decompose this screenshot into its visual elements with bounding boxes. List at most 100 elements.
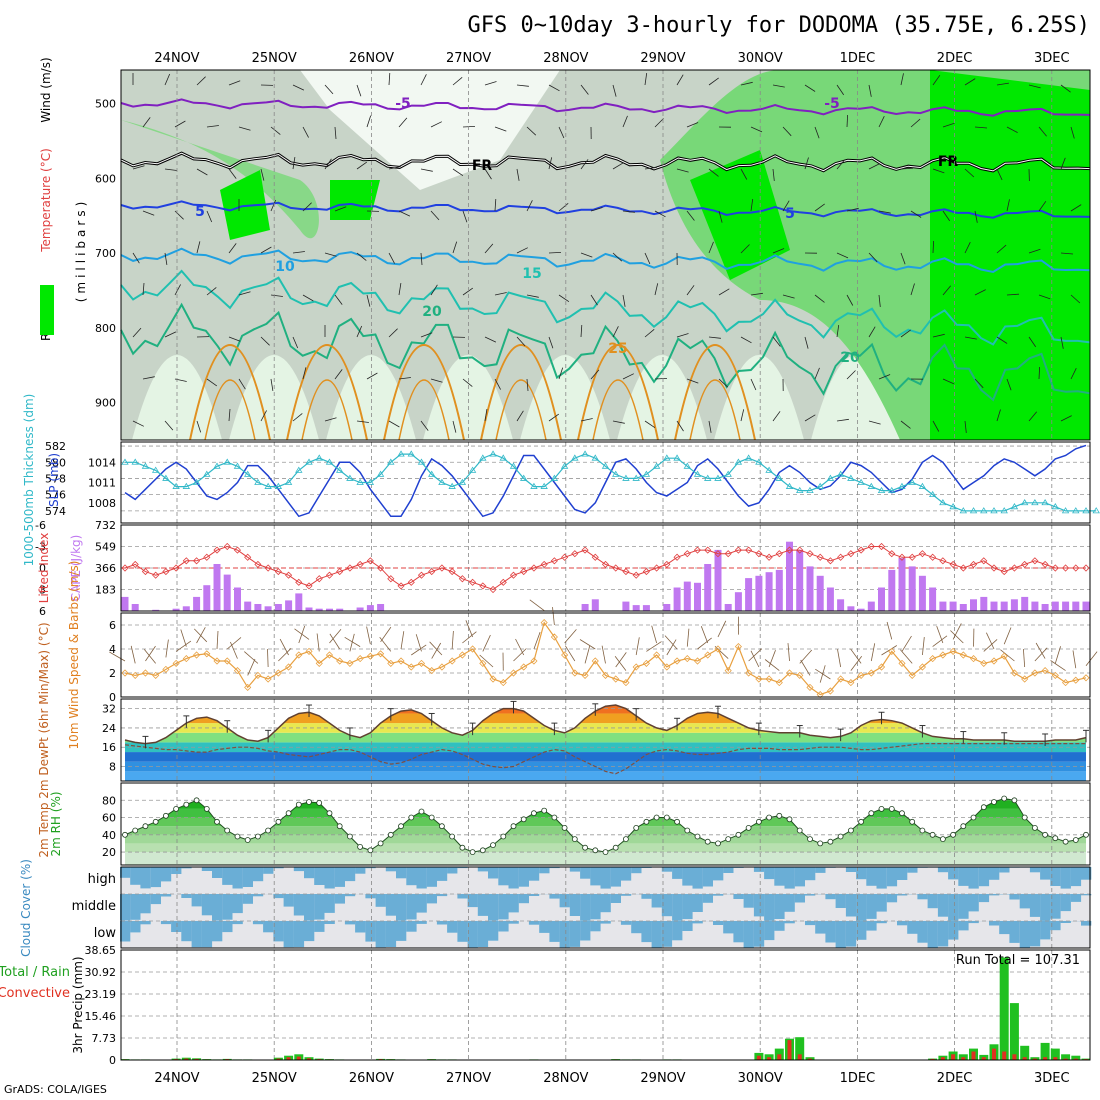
date-label-top: 30NOV: [738, 51, 783, 66]
thickness-point: [1020, 498, 1029, 506]
wind-barb: [494, 378, 501, 390]
cloud-block: [160, 894, 172, 897]
cloud-block: [283, 894, 294, 907]
thickness-point: [1082, 507, 1090, 514]
precip-conv-bar: [1043, 1057, 1048, 1060]
rh-point: [1072, 837, 1079, 843]
y-tick-label: 6: [109, 619, 116, 632]
cloud-block: [457, 867, 468, 869]
thickness-point: [540, 482, 548, 489]
wind-barb: [804, 157, 809, 170]
cloud-block: [273, 921, 284, 942]
wind-barb-10m: [697, 637, 712, 650]
wind-barb: [526, 294, 539, 298]
cloud-block: [661, 867, 673, 872]
temp-band: [125, 752, 1086, 762]
li-point: [295, 578, 303, 586]
wind-barb: [814, 294, 825, 303]
wind-speed-point: [366, 652, 374, 660]
temp-contour-25: [495, 379, 547, 441]
wind-barb: [974, 126, 988, 129]
wind-speed-point: [990, 657, 998, 665]
cloud-block: [866, 867, 877, 886]
wind-speed-point: [417, 659, 426, 667]
wind-speed-point: [939, 651, 947, 659]
thickness-point: [724, 470, 732, 477]
cloud-block: [1029, 867, 1041, 873]
wind-barb-10m: [635, 637, 640, 656]
wind-barb-10m: [564, 645, 576, 662]
thickness-point: [233, 462, 242, 469]
cloud-block: [927, 921, 938, 948]
wind-barb-10m: [1050, 660, 1066, 671]
cloud-block: [273, 894, 284, 899]
thickness-point: [969, 507, 978, 514]
thickness-point: [714, 474, 722, 481]
wind-barb-10m: [601, 645, 606, 664]
wind-barb-10m: [329, 628, 342, 644]
wind-barb: [1070, 368, 1077, 380]
thickness-point: [264, 482, 272, 489]
cloud-block: [672, 921, 683, 941]
cloud-block: [600, 867, 611, 889]
cloud-block: [375, 921, 386, 948]
rh-point: [551, 814, 558, 821]
thickness-point: [939, 498, 947, 506]
cloud-block: [825, 894, 836, 900]
cape-bar: [970, 599, 977, 611]
thickness-point: [1000, 507, 1008, 514]
wind-speed-point: [1010, 669, 1019, 677]
cloud-block: [610, 867, 621, 887]
wind-barb: [228, 243, 237, 254]
thickness-point: [141, 462, 150, 469]
rh-point: [776, 812, 783, 819]
rh-point: [122, 831, 128, 838]
y-tick-label: 500: [95, 98, 116, 111]
rh-point: [183, 801, 190, 808]
left-tick-label: -3: [35, 541, 46, 554]
wind-speed-point: [540, 619, 548, 627]
cape-bar: [908, 566, 916, 611]
cloud-block: [651, 894, 662, 908]
wind-barb: [132, 165, 145, 170]
thickness-point: [622, 474, 630, 481]
wind-barb: [270, 126, 281, 135]
wind-barb-10m: [815, 668, 831, 680]
cape-bar: [663, 604, 671, 611]
rh-point: [295, 801, 302, 808]
thickness-point: [376, 470, 385, 477]
rh-point: [827, 838, 834, 845]
rh-point: [766, 814, 772, 821]
wind-speed-point: [489, 675, 497, 683]
wind-barb-10m: [349, 633, 355, 652]
thickness-point: [315, 454, 323, 461]
thickness-point: [479, 454, 487, 461]
wind-barb: [1038, 126, 1047, 137]
li-point: [724, 550, 732, 558]
wind-barb: [740, 81, 753, 86]
thickness-point: [468, 466, 477, 473]
cloud-block: [764, 921, 775, 941]
wind-barb-10m: [230, 641, 238, 659]
wind-barb-10m: [366, 626, 371, 645]
rh-moist: [121, 120, 319, 239]
cloud-block: [477, 894, 489, 916]
wind-barb: [750, 126, 763, 133]
wind-barb-10m: [462, 631, 477, 644]
cloud-block: [989, 867, 1000, 880]
cape-bar: [724, 604, 732, 611]
wind-barb: [1070, 204, 1082, 212]
li-line: [124, 545, 1086, 591]
wind-barb-10m: [431, 642, 442, 659]
wind-barb: [772, 248, 785, 254]
wind-barb: [260, 168, 265, 181]
wind-barb-10m: [244, 651, 259, 664]
rh-point: [203, 806, 210, 812]
li-point: [213, 546, 221, 554]
wind-speed-point: [346, 659, 354, 667]
cloud-block: [989, 921, 1000, 926]
date-label-top: 29NOV: [640, 51, 685, 66]
wind-barb-10m: [1000, 649, 1015, 662]
cloud-block: [856, 921, 867, 940]
